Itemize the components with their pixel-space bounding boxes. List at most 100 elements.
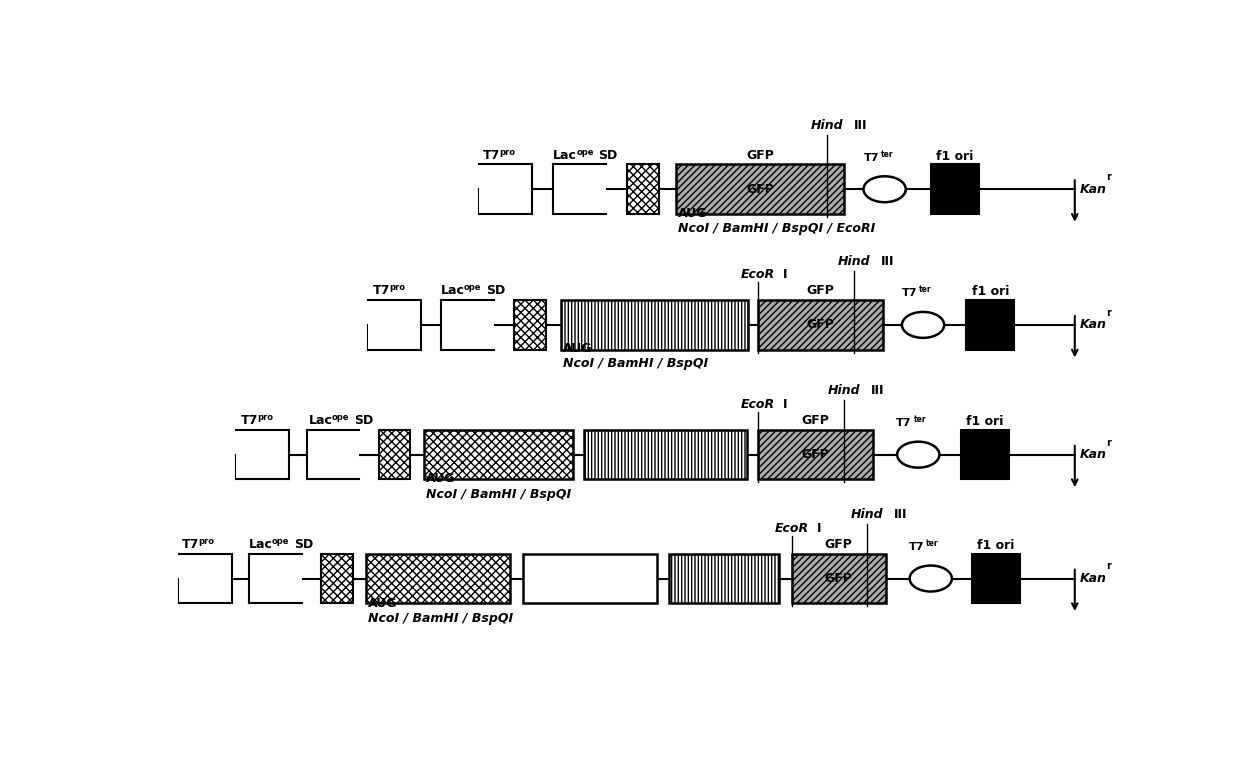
Text: f1 ori: f1 ori <box>971 286 1009 298</box>
Text: ope: ope <box>332 413 349 422</box>
Bar <box>669 554 779 604</box>
Text: GFP: GFP <box>825 572 852 585</box>
Bar <box>249 554 302 604</box>
Text: Kan: Kan <box>1079 572 1106 585</box>
Bar <box>584 430 747 480</box>
Text: III: III <box>871 385 885 398</box>
Text: Kan: Kan <box>1079 183 1106 196</box>
Text: T7: T7 <box>864 152 878 162</box>
Text: f1 ori: f1 ori <box>935 149 974 162</box>
Text: Lac: Lac <box>441 284 465 297</box>
Text: SD: SD <box>486 284 506 297</box>
Text: ope: ope <box>465 283 482 293</box>
Text: AUG: AUG <box>563 342 592 355</box>
Text: T7: T7 <box>908 542 924 552</box>
Text: ter: ter <box>926 538 939 548</box>
Text: SD: SD <box>598 149 618 162</box>
Bar <box>792 554 886 604</box>
Circle shape <box>909 565 952 591</box>
Text: GFP: GFP <box>802 448 829 461</box>
Bar <box>237 430 290 480</box>
Text: III: III <box>854 119 867 132</box>
Text: T7: T7 <box>902 288 917 298</box>
Circle shape <box>897 442 939 467</box>
Text: r: r <box>1106 308 1111 318</box>
Text: III: III <box>895 509 908 522</box>
Circle shape <box>864 176 906 202</box>
Text: Hind: Hind <box>810 119 844 132</box>
Bar <box>561 300 748 349</box>
Text: Kan: Kan <box>1079 319 1106 332</box>
Text: NcoI / BamHI / BspQI: NcoI / BamHI / BspQI <box>368 612 513 625</box>
Text: AUG: AUG <box>678 207 707 220</box>
Circle shape <box>902 312 944 338</box>
Text: ope: ope <box>273 537 290 546</box>
Bar <box>306 430 359 480</box>
Text: pro: pro <box>258 413 274 422</box>
Text: r: r <box>1106 172 1111 182</box>
Text: Lac: Lac <box>554 149 577 162</box>
Text: EcoR: EcoR <box>741 398 774 411</box>
Text: GFP: GFP <box>746 183 774 196</box>
Text: GFP: GFP <box>746 149 774 162</box>
Bar <box>676 165 844 214</box>
Bar <box>758 430 873 480</box>
Text: pro: pro <box>198 537 214 546</box>
Text: T7: T7 <box>483 149 501 162</box>
Text: pro: pro <box>389 283 405 293</box>
Bar <box>379 430 410 480</box>
Text: I: I <box>783 398 787 411</box>
Bar <box>367 554 510 604</box>
Text: NcoI / BamHI / BspQI: NcoI / BamHI / BspQI <box>426 488 571 501</box>
Text: ter: ter <box>919 285 932 294</box>
Bar <box>973 554 1020 604</box>
Text: NcoI / BamHI / BspQI: NcoI / BamHI / BspQI <box>563 357 709 370</box>
Bar <box>554 165 606 214</box>
Text: EcoR: EcoR <box>741 268 774 281</box>
Bar <box>368 300 421 349</box>
Bar <box>514 300 545 349</box>
Text: AUG: AUG <box>426 473 455 486</box>
Text: I: I <box>817 522 821 535</box>
Text: NcoI / BamHI / BspQI / EcoRI: NcoI / BamHI / BspQI / EcoRI <box>678 222 876 235</box>
Text: T7: T7 <box>242 414 259 427</box>
Text: T7: T7 <box>373 284 390 297</box>
Text: T7: T7 <box>182 538 199 551</box>
Bar <box>424 430 572 480</box>
Text: f1 ori: f1 ori <box>978 539 1015 552</box>
Text: f1 ori: f1 ori <box>966 415 1004 428</box>
Text: Lac: Lac <box>249 538 273 551</box>
Bar <box>321 554 353 604</box>
Text: ter: ter <box>913 415 926 424</box>
Bar <box>966 300 1015 349</box>
Text: SD: SD <box>294 538 313 551</box>
Text: ope: ope <box>576 148 593 157</box>
Bar <box>523 554 657 604</box>
Text: GFP: GFP <box>825 538 852 551</box>
Bar <box>441 300 494 349</box>
Text: GFP: GFP <box>807 319 834 332</box>
Text: Kan: Kan <box>1079 448 1106 461</box>
Bar <box>930 165 979 214</box>
Text: III: III <box>881 254 895 267</box>
Text: T7: T7 <box>896 418 912 428</box>
Text: I: I <box>783 268 787 281</box>
Text: Lac: Lac <box>309 414 332 427</box>
Text: ter: ter <box>881 149 893 159</box>
Bar <box>178 554 232 604</box>
Text: Hind: Hind <box>851 509 883 522</box>
Text: Hind: Hind <box>828 385 861 398</box>
Text: pro: pro <box>499 148 515 157</box>
Text: SD: SD <box>353 414 373 427</box>
Text: AUG: AUG <box>368 597 398 610</box>
Text: Hind: Hind <box>838 254 870 267</box>
Text: GFP: GFP <box>807 284 834 297</box>
Bar <box>960 430 1009 480</box>
Bar <box>479 165 533 214</box>
Bar <box>627 165 659 214</box>
Text: GFP: GFP <box>802 414 829 427</box>
Bar <box>758 300 882 349</box>
Text: r: r <box>1106 437 1111 447</box>
Text: r: r <box>1106 561 1111 571</box>
Text: EcoR: EcoR <box>774 522 809 535</box>
